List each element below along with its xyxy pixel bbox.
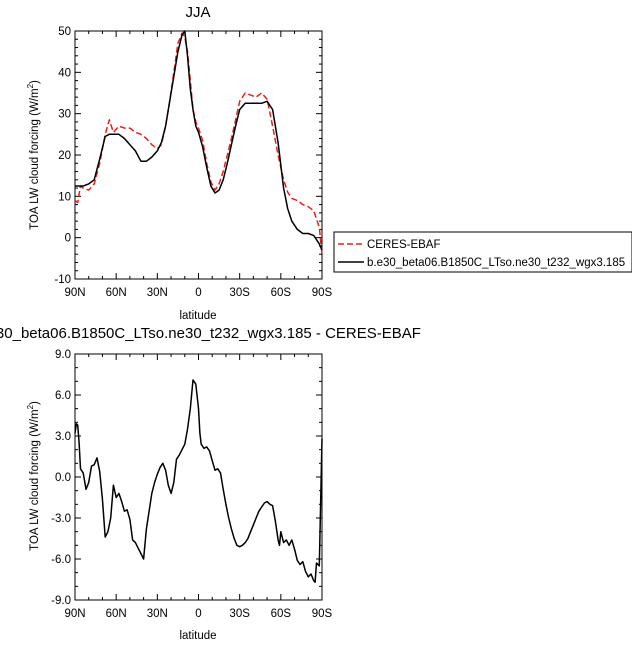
bottom-ytick-label: -3.0 (51, 513, 71, 525)
top-panel: JJA -10 0 10 20 30 40 50 90N 60N 30N 0 30S 60S 90S l… (26, 4, 333, 322)
top-series-line-0 (74, 32, 323, 255)
legend-label-model: b.e30_beta06.B1850C_LTso.ne30_t232_wgx3.… (367, 257, 625, 269)
bottom-chart-title: b.e30_beta06.B1850C_LTso.ne30_t232_wgx3.… (0, 325, 421, 342)
top-xtick-label: 60N (106, 287, 127, 299)
bottom-xtick-label: 90N (64, 608, 85, 620)
top-xtick-label: 30S (229, 287, 250, 299)
bottom-xtick-label: 0 (195, 608, 201, 620)
legend-box (333, 231, 632, 273)
top-ytick-label: 0 (65, 233, 71, 245)
bottom-ytick-label: 3.0 (55, 431, 71, 443)
top-ytick-label: 20 (58, 150, 71, 162)
bottom-ytick-labels: -9.0 -6.0 -3.0 0.0 3.0 6.0 9.0 (51, 349, 71, 607)
top-y-axis-label: TOA LW cloud forcing (W/m2) (26, 80, 41, 230)
top-xtick-label: 90N (64, 287, 85, 299)
bottom-series-line-0 (74, 379, 323, 583)
bottom-ytick-label: 6.0 (55, 390, 71, 402)
top-xtick-label: 90S (312, 287, 333, 299)
bottom-xtick-label: 90S (312, 608, 333, 620)
bottom-ytick-label: 9.0 (55, 349, 71, 361)
top-xtick-label: 0 (195, 287, 201, 299)
top-series-line-1 (75, 30, 323, 251)
bottom-xtick-label: 60S (271, 608, 292, 620)
bottom-y-axis-label: TOA LW cloud forcing (W/m2) (26, 401, 41, 551)
top-ytick-label: 30 (58, 109, 71, 121)
bottom-xtick-label: 60N (106, 608, 127, 620)
bottom-xtick-label: 30S (229, 608, 250, 620)
top-x-axis-label: latitude (179, 310, 216, 322)
top-ytick-label: 50 (58, 26, 71, 38)
bottom-ytick-label: 0.0 (55, 472, 71, 484)
bottom-ytick-label: -9.0 (51, 595, 71, 607)
top-ytick-label: 10 (58, 191, 71, 203)
top-ytick-labels: -10 0 10 20 30 40 50 (54, 26, 71, 286)
top-ytick-label: 40 (58, 67, 71, 79)
legend: CERES-EBAF b.e30_beta06.B1850C_LTso.ne30… (333, 231, 632, 273)
legend-label-ceres: CERES-EBAF (367, 239, 441, 251)
bottom-panel: b.e30_beta06.B1850C_LTso.ne30_t232_wgx3.… (0, 325, 421, 642)
top-ytick-label: -10 (54, 274, 71, 286)
top-chart-title: JJA (185, 4, 210, 21)
bottom-xtick-label: 30N (147, 608, 168, 620)
bottom-xtick-labels: 90N 60N 30N 0 30S 60S 90S (64, 608, 332, 620)
top-xtick-label: 30N (147, 287, 168, 299)
top-plot-frame (74, 30, 323, 280)
top-xtick-label: 60S (271, 287, 292, 299)
bottom-plot-frame (74, 353, 323, 601)
bottom-x-axis-label: latitude (179, 630, 216, 642)
top-xtick-labels: 90N 60N 30N 0 30S 60S 90S (64, 287, 332, 299)
bottom-ytick-label: -6.0 (51, 554, 71, 566)
